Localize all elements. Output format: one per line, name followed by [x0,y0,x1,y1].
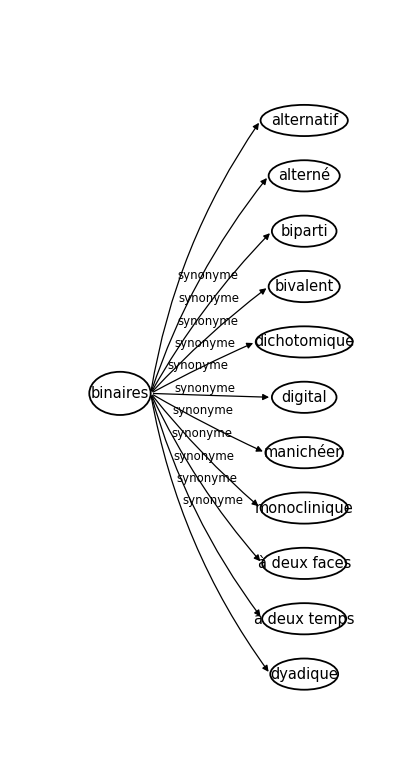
Text: synonyme: synonyme [183,494,244,507]
Text: synonyme: synonyme [176,472,237,485]
Text: bivalent: bivalent [274,279,334,294]
Text: à deux temps: à deux temps [254,611,354,627]
Text: alternatif: alternatif [271,113,338,128]
Text: synonyme: synonyme [168,359,229,372]
Text: synonyme: synonyme [172,404,233,418]
Text: synonyme: synonyme [175,382,236,395]
Text: dyadique: dyadique [270,667,338,682]
Text: alterné: alterné [278,168,330,183]
Text: synonyme: synonyme [178,315,239,328]
Text: manichéen: manichéen [264,445,345,460]
Text: synonyme: synonyme [173,449,235,463]
Text: synonyme: synonyme [171,427,232,440]
Text: binaires: binaires [91,386,149,401]
Text: monoclinique: monoclinique [255,501,354,516]
Text: à deux faces: à deux faces [258,556,351,571]
Text: biparti: biparti [280,224,328,238]
Text: synonyme: synonyme [178,269,239,282]
Text: dichotomique: dichotomique [254,334,354,350]
Text: synonyme: synonyme [178,292,239,305]
Text: synonyme: synonyme [175,337,236,350]
Text: digital: digital [281,390,327,405]
